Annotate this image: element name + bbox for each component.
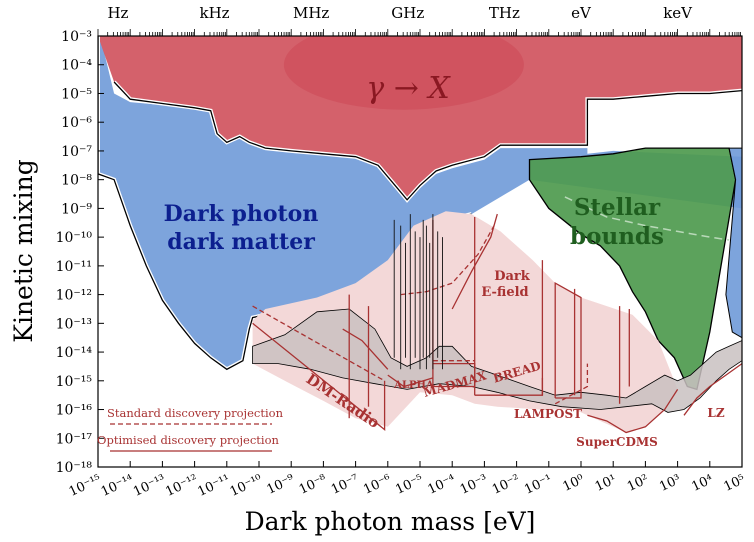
x-tick-label: 10⁻⁹ [265, 472, 297, 498]
lampost-box [554, 281, 582, 399]
legend: Standard discovery projection Optimised d… [97, 406, 284, 452]
x-tick-label: 10⁴ [689, 472, 715, 495]
top-axis-label: MHz [293, 4, 329, 22]
top-axis-label: THz [489, 4, 520, 22]
x-tick-label: 10⁻³ [458, 472, 490, 498]
y-tick-label: 10⁻¹⁵ [56, 374, 93, 390]
label-stellar-line1: Stellar [574, 194, 661, 221]
top-axis-label: Hz [107, 4, 128, 22]
x-tick-label: 10³ [657, 472, 683, 495]
top-axis-label: GHz [391, 4, 424, 22]
label-dark-efield-1: Dark [494, 269, 531, 284]
dm-radio-standard [252, 305, 385, 382]
lz-curve [683, 363, 742, 416]
dm-radio-optimised [252, 322, 386, 431]
gamma-glow [283, 36, 524, 110]
y-tick-label: 10⁻¹³ [56, 316, 92, 332]
top-axis-label: keV [663, 4, 693, 22]
region-dpdm-right-strip [725, 147, 742, 339]
lampost-standard [554, 363, 589, 405]
label-lz: LZ [707, 406, 724, 420]
x-tick-label: 10⁻⁵ [393, 472, 425, 498]
top-axis-label: eV [571, 4, 592, 22]
legend-optimised-label: Optimised discovery projection [97, 433, 279, 447]
x-tick-label: 10⁵ [722, 472, 748, 495]
y-tick-label: 10⁻¹¹ [56, 259, 92, 275]
y-tick-label: 10⁻¹⁴ [56, 345, 93, 361]
x-tick-label: 10⁻⁷ [329, 472, 361, 498]
y-tick-label: 10⁻³ [61, 29, 92, 45]
alpha-curve [387, 374, 434, 388]
x-tick-label: 10⁻¹⁰ [228, 472, 265, 500]
y-tick-label: 10⁻¹² [56, 288, 92, 304]
label-dpdm-line2: dark matter [167, 229, 315, 255]
x-tick-label: 10⁻⁶ [361, 472, 393, 498]
label-gamma: γ → X [366, 71, 451, 106]
x-axis-title: Dark photon mass [eV] [245, 507, 536, 536]
experiment-projections [252, 211, 742, 434]
label-lampost: LAMPOST [514, 407, 582, 421]
y-tick-label: 10⁻⁹ [61, 201, 92, 217]
label-alpha: ALPHA [393, 380, 434, 391]
gamma-outline [113, 81, 742, 201]
y-axis-title: Kinetic mixing [9, 159, 38, 342]
label-dark-efield-2: E-field [481, 285, 528, 300]
y-tick-label: 10⁻¹⁶ [56, 403, 93, 419]
x-tick-label: 10⁻⁴ [426, 472, 458, 498]
y-tick-label: 10⁻¹⁰ [56, 230, 93, 246]
x-tick-label: 10⁻⁸ [297, 472, 329, 498]
y-tick-label: 10⁻¹⁸ [56, 460, 93, 476]
x-tick-label: 10² [625, 472, 651, 495]
y-tick-label: 10⁻⁷ [61, 144, 92, 160]
label-stellar-line2: bounds [570, 223, 664, 250]
top-axis-label: kHz [200, 4, 230, 22]
region-gamma-to-x [98, 36, 742, 200]
top-frequency-axis: Hz kHz MHz GHz THz eV keV [97, 4, 741, 36]
dark-efield-standard [400, 225, 495, 296]
x-tick-label: 10¹ [593, 472, 619, 495]
y-tick-label: 10⁻¹⁷ [56, 431, 93, 447]
label-dpdm-line1: Dark photon [164, 201, 319, 227]
legend-standard-label: Standard discovery projection [107, 406, 284, 420]
x-tick-label: 10⁻¹ [522, 472, 554, 498]
x-tick-label: 10⁻² [490, 472, 522, 498]
y-tick-label: 10⁻⁸ [61, 173, 92, 189]
label-supercdms: SuperCDMS [576, 435, 658, 449]
y-axis: 10⁻³ 10⁻⁴ 10⁻⁵ 10⁻⁶ 10⁻⁷ 10⁻⁸ 10⁻⁹ 10⁻¹⁰ 10⁻¹¹ 10… [56, 29, 104, 476]
y-tick-label: 10⁻⁶ [61, 115, 92, 131]
supercdms-curve [587, 389, 679, 434]
y-tick-label: 10⁻⁵ [61, 86, 92, 102]
x-tick-label: 10⁰ [561, 472, 587, 495]
y-tick-label: 10⁻⁴ [61, 58, 92, 74]
